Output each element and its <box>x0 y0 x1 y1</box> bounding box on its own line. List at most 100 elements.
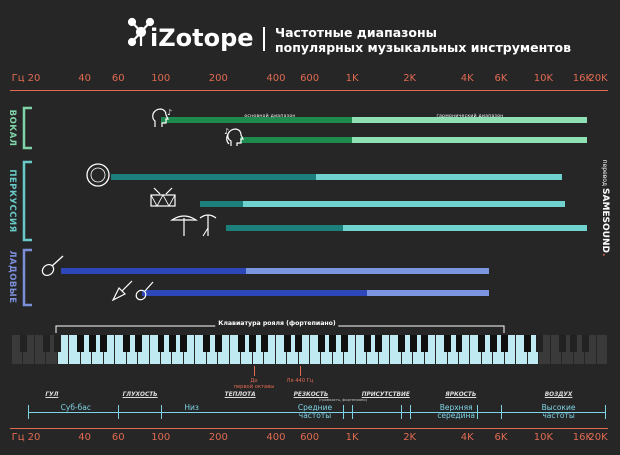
harmonic-bar <box>243 201 566 207</box>
piano-black-key <box>260 335 268 352</box>
axis-tick-label: 16K <box>572 432 593 443</box>
logo-text: iZotope <box>150 24 254 52</box>
piano-white-key <box>46 335 57 364</box>
piano-white-key <box>69 335 80 364</box>
section-heading: ЯРКОСТЬ <box>445 392 477 398</box>
piano-black-key <box>169 335 176 352</box>
piano-black-key <box>489 335 497 352</box>
piano-black-key <box>444 335 451 352</box>
axis-tick-label: 60 <box>111 73 125 84</box>
piano-white-key <box>92 335 103 364</box>
piano-black-key <box>340 335 348 352</box>
axis-tick-label: 10K <box>533 432 554 443</box>
piano-black-key <box>558 335 566 352</box>
harmonic-bar <box>367 290 490 296</box>
note-marker <box>254 366 255 376</box>
piano-white-key <box>115 335 126 364</box>
axis-tick-label: 16K <box>572 73 593 84</box>
axis-tick-label: 2K <box>403 432 417 443</box>
cymbal-icon <box>170 214 217 237</box>
piano-black-key <box>180 335 188 352</box>
piano-white-key <box>264 335 275 364</box>
piano-white-key <box>241 335 252 364</box>
fundamental-bar <box>142 290 368 296</box>
piano-black-key <box>249 335 257 352</box>
credit-name: SAMESOUND <box>600 187 610 253</box>
piano-white-key <box>275 335 287 364</box>
piano-white-key <box>378 335 390 364</box>
piano-black-key <box>398 335 406 352</box>
harmonic-bar <box>343 225 588 231</box>
piano-black-key <box>318 335 325 352</box>
piano-white-key <box>459 335 470 364</box>
piano-white-key <box>413 335 424 364</box>
axis-tick-label: 10K <box>533 73 554 84</box>
axis-tick-label: 100 <box>151 432 171 443</box>
piano-black-key <box>214 335 222 352</box>
svg-text:♪: ♪ <box>167 108 172 117</box>
piano-black-key <box>157 335 165 352</box>
section-subtitle: (громкость, фортепиано) <box>318 398 368 402</box>
piano-white-key <box>310 335 321 364</box>
piano-white-key <box>401 335 413 364</box>
piano-white-key <box>126 335 138 364</box>
axis-tick-label: 600 <box>300 73 320 84</box>
piano-black-key <box>20 335 27 352</box>
piano-white-key <box>206 335 218 364</box>
piano-black-key <box>478 335 486 352</box>
piano-black-key <box>54 335 62 352</box>
piano-black-key <box>363 335 371 352</box>
axis-tick-label: 100 <box>151 73 171 84</box>
axis-tick-label: 400 <box>266 432 286 443</box>
fundamental-bar <box>199 201 244 207</box>
fundamental-bar <box>160 117 353 123</box>
piano-black-key <box>501 335 509 352</box>
fundamental-bar <box>60 268 247 274</box>
piano-black-key <box>375 335 383 352</box>
piano-black-key <box>455 335 463 352</box>
snare-drum-icon <box>150 187 176 207</box>
piano-white-key <box>355 335 367 364</box>
bottom-axis-line <box>10 428 608 429</box>
note-c4-label: До первой октавы <box>233 378 275 390</box>
section-heading: ПРИСУТСТВИЕ <box>361 392 410 398</box>
axis-tick-label: 40 <box>78 432 91 443</box>
section-heading: ГУЛ <box>45 392 59 398</box>
piano-white-key <box>149 335 160 364</box>
piano-white-key <box>424 335 436 364</box>
piano-white-key <box>57 335 69 364</box>
axis-tick-label: 6K <box>494 73 508 84</box>
axis-tick-label: 200 <box>208 432 228 443</box>
translation-credit: перевод SAMESOUND. <box>600 159 610 257</box>
axis-tick-label: 40 <box>78 73 91 84</box>
group-label-vocal: ВОКАЛ <box>7 109 17 147</box>
piano-black-key <box>100 335 108 352</box>
section-name: Низ <box>181 404 202 412</box>
note-marker <box>300 366 301 376</box>
section-heading: ВОЗДУХ <box>544 392 573 398</box>
piano-white-key <box>332 335 344 364</box>
fundamental-bar <box>226 225 344 231</box>
section-heading: ТЕПЛОТА <box>224 392 256 398</box>
section-heading: РЕЗКОСТЬ <box>293 392 329 398</box>
fundamental-bar <box>240 137 353 143</box>
piano-black-key <box>409 335 417 352</box>
piano-white-key <box>183 335 195 364</box>
piano-white-key <box>12 335 23 364</box>
note-a4-label: Ля 440 Гц <box>286 378 314 384</box>
piano-black-key <box>295 335 302 352</box>
piano-keyboard <box>12 335 608 364</box>
piano-white-key <box>298 335 309 364</box>
piano-black-key <box>123 335 131 352</box>
piano-black-key <box>42 335 50 352</box>
female-voice-icon: ♪ <box>224 127 244 146</box>
piano-black-key <box>535 335 543 352</box>
piano-black-key <box>203 335 211 352</box>
piano-black-key <box>581 335 589 352</box>
harmonic-bar <box>246 268 490 274</box>
title-line-1: Частотные диапазоны <box>275 25 437 40</box>
piano-black-key <box>329 335 337 352</box>
piano-white-key <box>493 335 504 364</box>
harmonic-range-label: гармонический диапазон <box>436 114 504 119</box>
axis-unit-label: Гц 20 <box>11 432 41 443</box>
